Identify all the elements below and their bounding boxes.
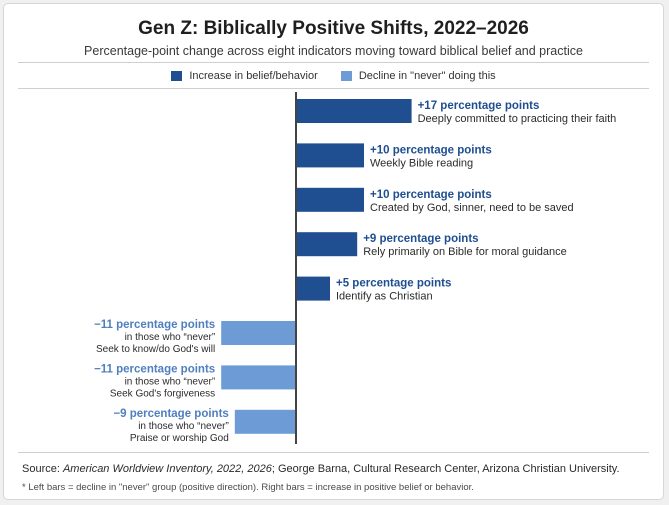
bar-value-label: +9 percentage points <box>363 233 478 245</box>
bar-qualifier-label: in those who “never” <box>125 376 216 387</box>
bar-category-label: Rely primarily on Bible for moral guidan… <box>363 246 567 258</box>
bar-category-label: Seek to know/do God's will <box>96 344 215 355</box>
bar-category-label: Praise or worship God <box>130 433 229 444</box>
bar-increase <box>296 187 364 212</box>
footer-divider <box>18 452 649 453</box>
chart-title: Gen Z: Biblically Positive Shifts, 2022–… <box>138 18 529 39</box>
legend-item-decline: Decline in "never" doing this <box>340 70 496 82</box>
bar-category-label: Created by God, sinner, need to be saved <box>370 202 574 214</box>
bar-qualifier-label: in those who “never” <box>125 332 216 343</box>
bar-qualifier-label: in those who “never” <box>138 421 229 432</box>
bar-value-label: −11 percentage points <box>94 319 215 331</box>
bar-category-label: Weekly Bible reading <box>370 157 473 169</box>
bar-category-label: Deeply committed to practicing their fai… <box>418 113 617 125</box>
bar-decline <box>221 321 296 345</box>
bar-decline <box>234 409 296 434</box>
chart-subtitle: Percentage-point change across eight ind… <box>84 44 583 58</box>
chart-card: Gen Z: Biblically Positive Shifts, 2022–… <box>3 3 664 500</box>
legend-swatch-increase <box>171 71 183 81</box>
bar-decline <box>221 365 296 390</box>
bar-value-label: +17 percentage points <box>418 100 540 112</box>
footnote: * Left bars = decline in "never" group (… <box>22 482 474 493</box>
legend-label-increase: Increase in belief/behavior <box>189 70 318 82</box>
bar-increase <box>296 232 358 257</box>
bar-value-label: +10 percentage points <box>370 144 492 156</box>
bar-increase <box>296 99 412 123</box>
legend-item-increase: Increase in belief/behavior <box>171 70 318 82</box>
bar-value-label: +5 percentage points <box>336 278 451 290</box>
bar-value-label: −9 percentage points <box>113 408 228 420</box>
legend: Increase in belief/behavior Decline in "… <box>4 70 663 84</box>
bar-increase <box>296 143 364 168</box>
bar-value-label: −11 percentage points <box>94 363 215 375</box>
source-line: Source: American Worldview Inventory, 20… <box>22 463 620 475</box>
header-divider <box>18 62 649 63</box>
bar-increase <box>296 276 330 301</box>
bar-value-label: +10 percentage points <box>370 189 492 201</box>
bar-category-label: Identify as Christian <box>336 291 433 303</box>
legend-divider <box>18 88 649 89</box>
bar-category-label: Seek God's forgiveness <box>110 388 215 399</box>
legend-label-decline: Decline in "never" doing this <box>358 70 496 82</box>
source-prefix: Source: <box>22 463 63 475</box>
source-title: American Worldview Inventory, 2022, 2026 <box>62 463 272 475</box>
source-rest: ; George Barna, Cultural Research Center… <box>271 463 620 475</box>
legend-swatch-decline <box>340 71 352 81</box>
